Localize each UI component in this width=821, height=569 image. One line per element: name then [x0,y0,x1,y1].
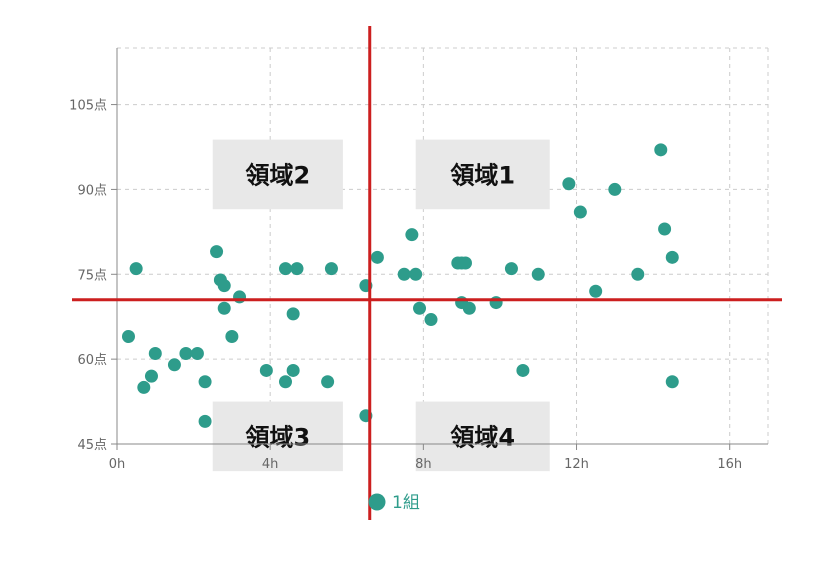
data-point [233,290,247,304]
data-point [148,346,162,360]
data-point [129,262,143,276]
data-point [278,375,292,389]
x-tick-label: 12h [564,457,589,472]
data-point [121,330,135,344]
data-point [489,296,503,310]
data-point [504,262,518,276]
data-point [424,313,438,327]
data-point [278,262,292,276]
y-tick-label: 60点 [77,353,107,368]
data-point [531,267,545,281]
data-point [462,301,476,315]
y-tick-label: 90点 [77,183,107,198]
reference-lines [72,26,782,520]
data-point [573,205,587,219]
data-point [324,262,338,276]
data-point [217,279,231,293]
data-point [190,346,204,360]
data-point [286,307,300,321]
region-box [415,139,550,210]
data-point [589,284,603,298]
data-point [631,267,645,281]
data-point [137,380,151,394]
data-point [409,267,423,281]
data-point [217,301,231,315]
data-point [458,256,472,270]
data-point [608,182,622,196]
data-point [144,369,158,383]
region-label: 領域2 [245,161,310,189]
data-point [405,228,419,242]
data-point [259,363,273,377]
data-point [665,250,679,264]
data-point [290,262,304,276]
data-point [198,375,212,389]
data-point [198,414,212,428]
data-point [413,301,427,315]
axes [116,48,768,445]
region-label: 領域1 [450,161,515,189]
region-box [415,401,550,472]
data-point [210,245,224,259]
data-point [654,143,668,157]
region-boxes: 領域2 領域1 領域3 領域4 [212,139,550,472]
data-point [321,375,335,389]
data-point [370,250,384,264]
data-point [665,375,679,389]
y-tick-label: 45点 [77,438,107,453]
data-point [167,358,181,372]
legend-label[interactable]: 1組 [392,493,420,513]
x-tick-label: 8h [415,457,432,472]
data-point [516,363,530,377]
grid-lines [117,47,769,444]
y-tick-label: 75点 [77,268,107,283]
y-tick-label: 105点 [69,99,107,114]
data-point [397,267,411,281]
data-points [121,143,679,428]
tick-labels: 45点 60点 75点 90点 105点 0h 4h 8h 12h 16h [69,99,742,472]
data-point [225,330,239,344]
region-box [212,139,343,210]
data-point [562,177,576,191]
data-point [179,346,193,360]
x-tick-label: 4h [262,457,279,472]
x-tick-label: 16h [717,457,742,472]
x-tick-label: 0h [109,457,126,472]
region-label: 領域4 [450,423,515,451]
legend-marker[interactable] [368,493,386,511]
region-label: 領域3 [245,423,310,451]
region-box [212,401,343,472]
data-point [658,222,672,236]
data-point [286,363,300,377]
legend[interactable]: 1組 [368,493,420,513]
